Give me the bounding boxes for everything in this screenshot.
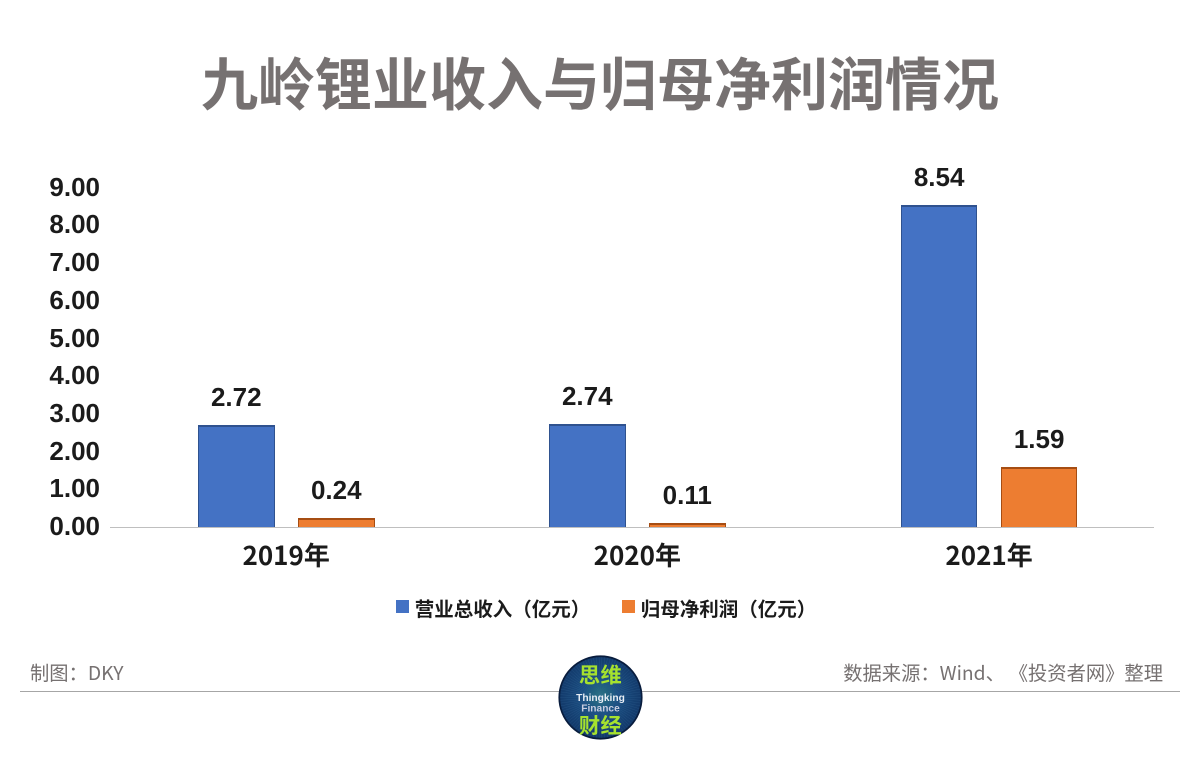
- svg-text:思维: 思维: [579, 659, 622, 690]
- svg-text:Thingking: Thingking: [576, 693, 625, 704]
- svg-text:Finance: Finance: [581, 704, 620, 715]
